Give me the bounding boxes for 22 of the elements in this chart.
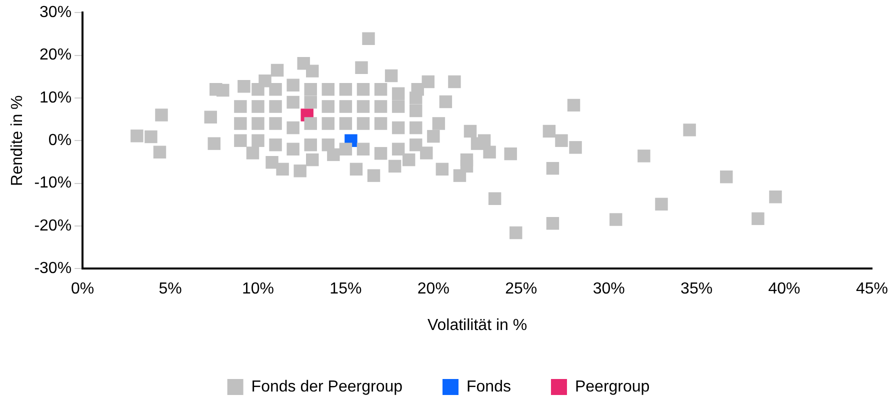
x-tick-label: 30% xyxy=(592,280,625,298)
y-tick-label: 10% xyxy=(40,89,72,106)
y-axis-title: Rendite in % xyxy=(9,95,26,186)
x-tick-label: 45% xyxy=(856,280,888,298)
x-tick-label: 10% xyxy=(242,280,274,298)
y-tick-label: -10% xyxy=(34,174,72,192)
x-tick-label: 0% xyxy=(70,280,94,298)
y-tick-label: 0% xyxy=(48,132,72,150)
x-tick-label: 20% xyxy=(417,280,450,298)
legend-label: Fonds xyxy=(466,378,511,396)
y-tick-label: 30% xyxy=(40,4,72,22)
x-tick-label: 15% xyxy=(330,280,362,298)
x-axis-title: Volatilität in % xyxy=(427,316,528,334)
x-tick-label: 40% xyxy=(768,280,800,298)
y-tick-label: -20% xyxy=(34,217,72,234)
legend-label: Fonds der Peergroup xyxy=(251,378,403,396)
y-tick-label: -30% xyxy=(34,260,72,278)
x-tick-label: 25% xyxy=(505,280,538,298)
x-tick-label: 5% xyxy=(158,280,182,298)
x-tick-label: 35% xyxy=(680,280,713,298)
legend-label: Peergroup xyxy=(574,378,650,396)
y-tick-label: 20% xyxy=(40,46,72,64)
